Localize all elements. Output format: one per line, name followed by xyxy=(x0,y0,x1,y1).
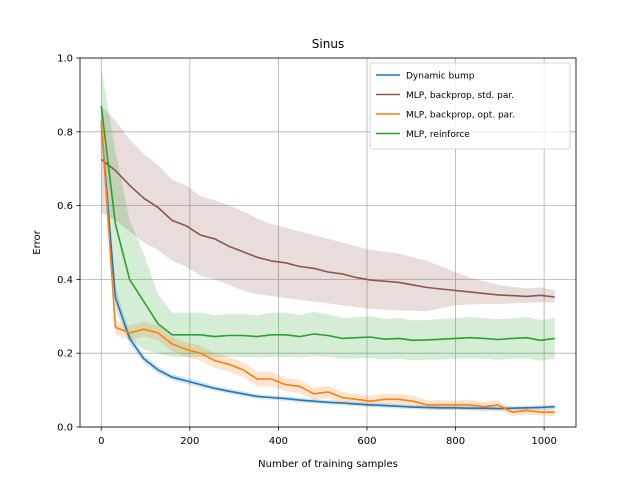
line-mlp-reinforce xyxy=(100,105,555,342)
legend-label: MLP, backprop, opt. par. xyxy=(406,111,515,121)
x-tick-label: 0 xyxy=(98,436,104,447)
y-tick-label: 1.0 xyxy=(57,54,73,65)
legend-box xyxy=(369,62,571,150)
band-mlp-reinforce xyxy=(101,69,555,361)
x-tick-label: 1000 xyxy=(531,436,556,447)
y-tick-label: 0.0 xyxy=(57,423,73,434)
legend-label: MLP, backprop, std. par. xyxy=(406,91,514,101)
line-dynamic-bump xyxy=(100,124,555,410)
chart-title: Sinus xyxy=(312,37,344,51)
confidence-bands xyxy=(101,69,555,416)
x-axis-label: Number of training samples xyxy=(258,459,398,470)
x-tick-label: 800 xyxy=(446,436,465,447)
y-axis-label: Error xyxy=(32,229,43,254)
axis-ticks: 0 200 400 600 800 1000 0.0 0.2 0.4 0.6 0.8 1.0 xyxy=(57,54,557,448)
y-tick-label: 0.8 xyxy=(57,127,73,138)
y-tick-label: 0.4 xyxy=(57,275,73,286)
x-tick-label: 600 xyxy=(357,436,376,447)
series-lines xyxy=(100,105,555,414)
legend-label: Dynamic bump xyxy=(406,72,475,82)
y-tick-label: 0.2 xyxy=(57,349,73,360)
legend: Dynamic bump MLP, backprop, std. par. MLP,… xyxy=(369,62,571,150)
y-tick-label: 0.6 xyxy=(57,201,73,212)
legend-label: MLP, reinforce xyxy=(406,130,470,140)
band-mlp-backprop-std-par xyxy=(101,106,555,312)
line-mlp-backprop-std-par xyxy=(100,158,555,298)
x-tick-label: 200 xyxy=(180,436,199,447)
x-tick-label: 400 xyxy=(269,436,288,447)
plot-frame xyxy=(79,57,577,428)
line-mlp-backprop-opt-par xyxy=(100,120,555,414)
